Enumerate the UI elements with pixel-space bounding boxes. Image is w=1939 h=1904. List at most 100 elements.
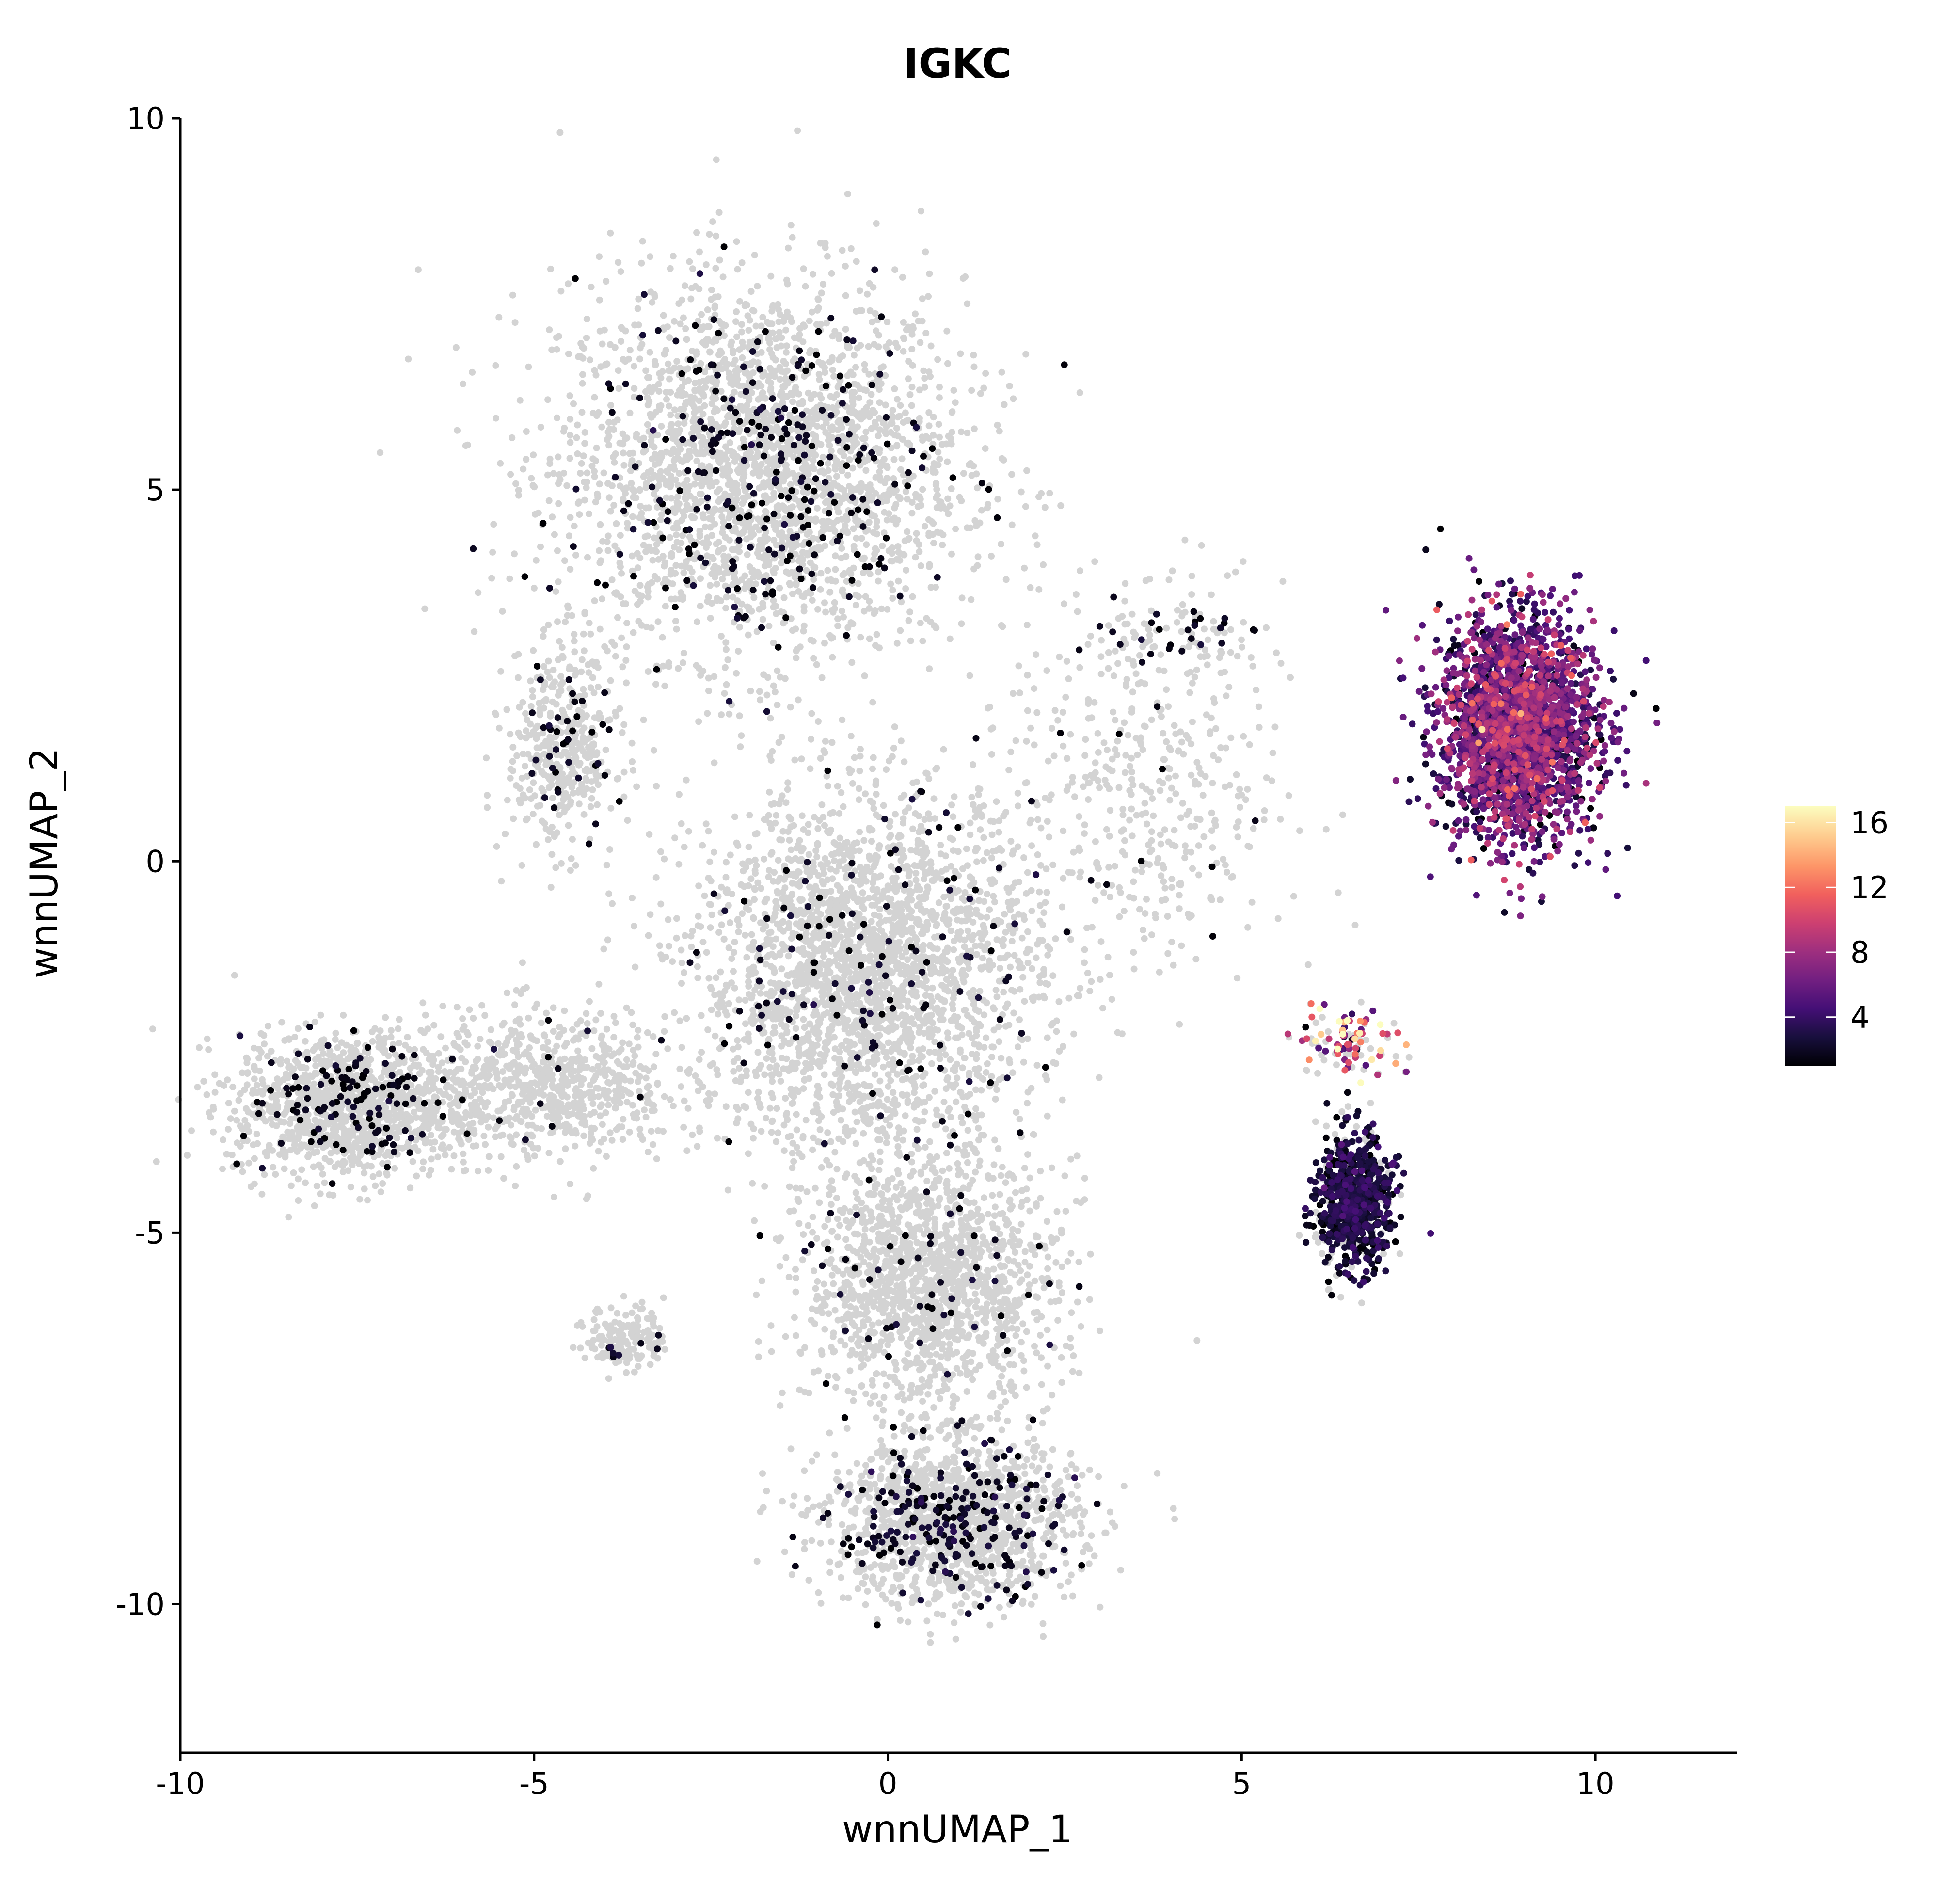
background-cell-point [1052, 1060, 1060, 1067]
background-cell-point [1008, 521, 1016, 528]
background-cell-point [932, 469, 939, 476]
background-cell-point [607, 229, 614, 237]
background-cell-point [544, 471, 551, 479]
background-cell-point [836, 834, 843, 842]
background-cell-point [532, 724, 540, 731]
background-cell-point [759, 314, 766, 321]
background-cell-point [899, 273, 906, 281]
background-cell-point [722, 874, 730, 881]
background-cell-point [609, 900, 616, 907]
background-cell-point [862, 467, 870, 474]
background-cell-point [840, 803, 847, 810]
background-cell-point [786, 1008, 794, 1016]
background-cell-point [949, 1001, 956, 1008]
background-cell-point [946, 635, 954, 642]
background-cell-point [580, 452, 587, 460]
background-cell-point [914, 503, 922, 510]
background-cell-point [907, 847, 915, 854]
background-cell-point [636, 582, 644, 589]
background-cell-point [814, 1082, 821, 1089]
background-cell-point [734, 266, 741, 273]
background-cell-point [824, 783, 831, 790]
background-cell-point [729, 593, 736, 601]
background-cell-point [818, 395, 825, 402]
background-cell-point [1011, 988, 1018, 995]
background-cell-point [522, 763, 528, 770]
background-cell-point [927, 373, 934, 380]
background-cell-point [718, 513, 726, 520]
background-cell-point [889, 558, 896, 565]
background-cell-point [944, 360, 951, 367]
background-cell-point [834, 1233, 841, 1241]
background-cell-point [716, 256, 723, 264]
background-cell-point [802, 1059, 809, 1067]
background-cell-point [1033, 1062, 1041, 1069]
background-cell-point [598, 423, 605, 431]
background-cell-point [959, 1120, 966, 1127]
background-cell-point [815, 1018, 822, 1025]
background-cell-point [703, 552, 711, 560]
background-cell-point [750, 963, 757, 971]
background-cell-point [871, 1071, 878, 1078]
background-cell-point [770, 640, 777, 646]
background-cell-point [671, 465, 678, 473]
background-cell-point [857, 634, 864, 641]
background-cell-point [770, 490, 778, 497]
background-cell-point [654, 432, 661, 439]
background-cell-point [903, 567, 910, 574]
background-cell-point [743, 493, 750, 500]
background-cell-point [621, 358, 629, 365]
background-cell-point [536, 709, 543, 717]
background-cell-point [751, 462, 758, 469]
background-cell-point [783, 342, 790, 350]
background-cell-point [1041, 994, 1048, 1002]
background-cell-point [652, 361, 659, 368]
background-cell-point [769, 1117, 776, 1124]
background-cell-point [843, 578, 850, 585]
background-cell-point [770, 597, 777, 604]
background-cell-point [674, 482, 682, 489]
background-cell-point [778, 368, 785, 375]
background-cell-point [697, 575, 704, 582]
background-cell-point [734, 1037, 741, 1044]
background-cell-point [715, 362, 723, 369]
background-cell-point [1024, 1100, 1031, 1107]
background-cell-point [710, 338, 716, 346]
background-cell-point [894, 396, 901, 403]
background-cell-point [1021, 998, 1028, 1005]
background-cell-point [674, 412, 682, 419]
background-cell-point [790, 1093, 797, 1100]
background-cell-point [561, 424, 568, 432]
background-cell-point [713, 232, 720, 240]
background-cell-point [611, 542, 619, 549]
background-cell-point [790, 822, 797, 829]
background-cell-point [791, 756, 798, 764]
background-cell-point [688, 285, 695, 292]
background-cell-point [943, 440, 950, 448]
background-cell-point [950, 813, 957, 820]
background-cell-point [680, 650, 687, 657]
background-cell-point [689, 265, 696, 272]
background-cell-point [714, 597, 721, 604]
background-cell-point [854, 423, 861, 431]
background-cell-point [763, 990, 770, 997]
background-cell-point [830, 373, 838, 380]
background-cell-point [703, 949, 710, 956]
background-cell-point [948, 485, 955, 492]
background-cell-point [935, 899, 942, 906]
background-cell-point [608, 576, 616, 583]
background-cell-point [754, 1049, 762, 1056]
background-cell-point [897, 971, 905, 978]
background-cell-point [767, 850, 775, 858]
background-cell-point [647, 253, 653, 260]
background-cell-point [605, 419, 612, 426]
background-cell-point [877, 463, 884, 470]
background-cell-point [868, 391, 875, 398]
background-cell-point [948, 550, 955, 558]
background-cell-point [891, 514, 898, 522]
background-cell-point [1044, 1112, 1051, 1120]
background-cell-point [724, 1186, 731, 1194]
background-cell-point [1028, 1085, 1035, 1092]
background-cell-point [930, 414, 937, 421]
background-cell-point [784, 1116, 791, 1123]
